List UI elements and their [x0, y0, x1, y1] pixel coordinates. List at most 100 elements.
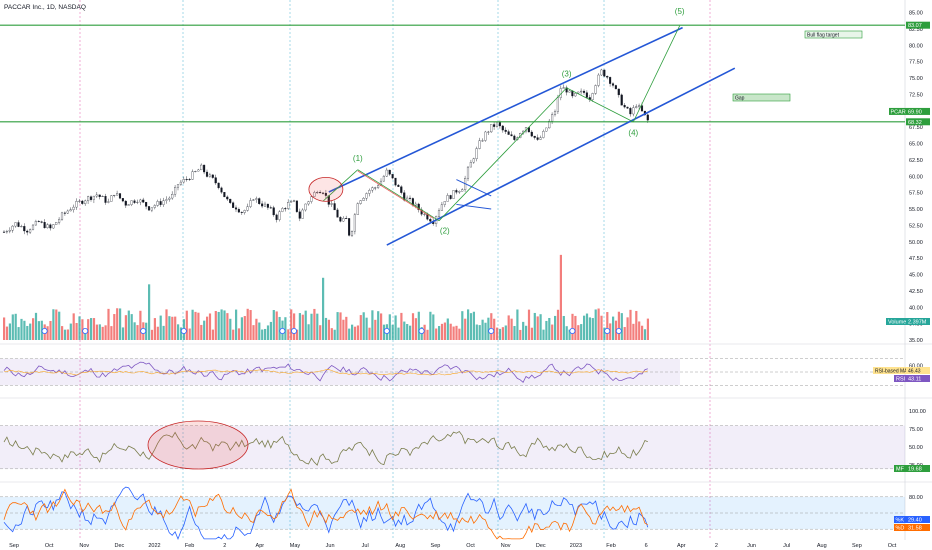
volume-bar [620, 313, 623, 340]
volume-bar [290, 309, 293, 340]
volume-bar [58, 311, 61, 340]
volume-bar [510, 318, 513, 340]
x-tick-label: Sep [9, 543, 19, 549]
last-price-tag [906, 107, 930, 115]
rsi-ma-tag [873, 367, 906, 374]
candle-body [406, 197, 409, 201]
volume-bar [400, 312, 403, 340]
x-tick-label: Oct [45, 543, 54, 549]
candle-body [11, 225, 14, 231]
gap-box[interactable] [732, 93, 791, 102]
rsi-ma-line [3, 369, 648, 376]
volume-bar [84, 328, 87, 340]
candle-body [246, 206, 249, 211]
candle-body [240, 211, 243, 213]
volume-bar [333, 329, 336, 340]
level-tag-83 [906, 21, 930, 29]
volume-bar [211, 329, 214, 340]
volume-bar [478, 325, 481, 340]
rsi-ma-value-tag [906, 367, 930, 374]
volume-bar [208, 313, 212, 340]
candle-body [377, 185, 380, 188]
volume-bar [133, 322, 136, 340]
volume-bar [78, 316, 81, 340]
candle-body [495, 122, 499, 127]
candle-body [26, 230, 29, 233]
candle-body [487, 131, 490, 133]
volume-bar [403, 321, 406, 340]
chart-drawings[interactable] [0, 24, 905, 470]
volume-bar [197, 312, 200, 340]
volume-bar [377, 311, 380, 340]
candle-body [229, 198, 232, 203]
candle-body [252, 199, 255, 201]
candle-body [174, 186, 177, 195]
volume-bar [232, 329, 235, 340]
volume-bar [583, 315, 586, 340]
candle-body [313, 192, 316, 197]
candle-body [594, 85, 597, 94]
volume-bar [525, 325, 528, 340]
volume-bar [258, 322, 261, 340]
x-tick-label: Feb [185, 543, 194, 549]
volume-bar [545, 320, 548, 340]
bull-flag-label: Bull flag target [807, 33, 840, 39]
volume-bar [26, 325, 29, 340]
candle-body [66, 210, 69, 214]
volume-bar [301, 314, 304, 340]
volume-bar [174, 316, 177, 340]
candle-body [139, 199, 142, 203]
level-tag-83-text: 83.07 [908, 23, 922, 29]
candle-body [8, 230, 11, 232]
stoch-k-value-tag [906, 516, 930, 523]
candle-body [72, 206, 75, 210]
candle-body [232, 202, 235, 208]
stoch-k-line [3, 486, 649, 540]
candle-body [632, 107, 635, 115]
candle-body [437, 210, 441, 217]
volume-bar [632, 323, 635, 340]
volume-bar [446, 318, 449, 340]
candle-body [533, 135, 536, 138]
candle-body [261, 203, 264, 207]
candle-body [49, 224, 52, 229]
candle-body [545, 127, 548, 132]
candle-body [214, 177, 217, 184]
volume-bar [191, 309, 194, 340]
volume-bar [3, 317, 6, 340]
volume-bar [530, 327, 533, 340]
volume-bar [638, 321, 641, 340]
volume-bar [574, 315, 577, 340]
candle-body [446, 195, 449, 202]
bull-flag-box[interactable] [804, 30, 863, 39]
volume-bar [52, 309, 55, 340]
candle-body [461, 189, 464, 192]
candle-body [597, 74, 600, 86]
volume-bar [435, 328, 438, 340]
candle-body [374, 187, 377, 189]
candle-body [211, 174, 214, 178]
candle-body [121, 198, 124, 202]
candle-body [603, 69, 606, 77]
y-tick-label: 50.00 [909, 240, 923, 246]
mf-value: 19.68 [908, 467, 922, 473]
mf-highlight-ellipse [147, 420, 249, 470]
volume-bar [353, 326, 357, 340]
x-tick-label: Jun [747, 543, 756, 549]
candle-body [629, 108, 632, 115]
candle-body [574, 93, 577, 97]
candle-body [243, 210, 246, 213]
candle-body [150, 207, 153, 211]
candle-body [472, 158, 475, 163]
volume-bar [229, 318, 232, 340]
volume-bar [14, 313, 17, 340]
candle-body [568, 90, 571, 93]
candle-body [626, 106, 629, 109]
volume-bar [203, 320, 206, 340]
rsi-tick-label: 60.00 [909, 363, 923, 369]
candlestick-series[interactable] [2, 68, 649, 238]
candle-body [197, 169, 200, 172]
volume-bar [269, 321, 272, 340]
